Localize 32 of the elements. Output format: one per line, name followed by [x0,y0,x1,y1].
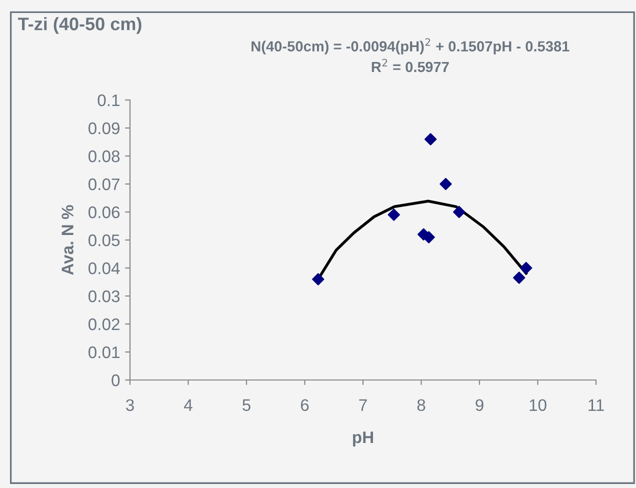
y-tick-label: 0.09 [88,122,120,134]
text: R$^{2}$ = 0.5977 [372,58,449,72]
x-tick-label: 6 [300,399,309,411]
text: N(40-50cm) = -0.0094(pH)$^{2}$ + 0.1507pH - 0.5381 [252,38,570,54]
y-tick-label: 0.04 [88,262,120,274]
x-tick-label: 3 [126,399,134,411]
y-tick-label: 0.05 [88,234,120,246]
y-tick-label: 0.01 [88,346,120,358]
x-tick-label: 9 [476,399,484,411]
x-tick-label: 5 [242,399,250,411]
y-tick-label: 0.07 [88,178,120,190]
point [440,178,452,190]
point [520,262,532,274]
y-axis-title: Ava. N % [62,205,74,275]
point [513,272,526,284]
x-tick-label: 10 [530,399,546,411]
y-tick-label: 0.02 [88,318,120,330]
y-tick-label: 0.03 [88,290,120,302]
x-tick-label: 11 [588,399,604,411]
x-tick-label: 8 [417,399,426,411]
y-tick-label: 0 [112,374,120,386]
point [388,208,400,221]
chart-title: T-zi (40-50 cm) [18,17,142,34]
point [312,273,324,286]
y-tick-label: 0.08 [88,150,120,162]
point [453,206,466,218]
x-axis-title: pH [352,432,373,446]
point [424,133,437,146]
x-tick-label: 4 [184,399,192,411]
x-tick-label: 7 [359,399,367,411]
y-tick-label: 0.06 [88,206,120,218]
y-tick-label: 0.1 [98,94,120,106]
